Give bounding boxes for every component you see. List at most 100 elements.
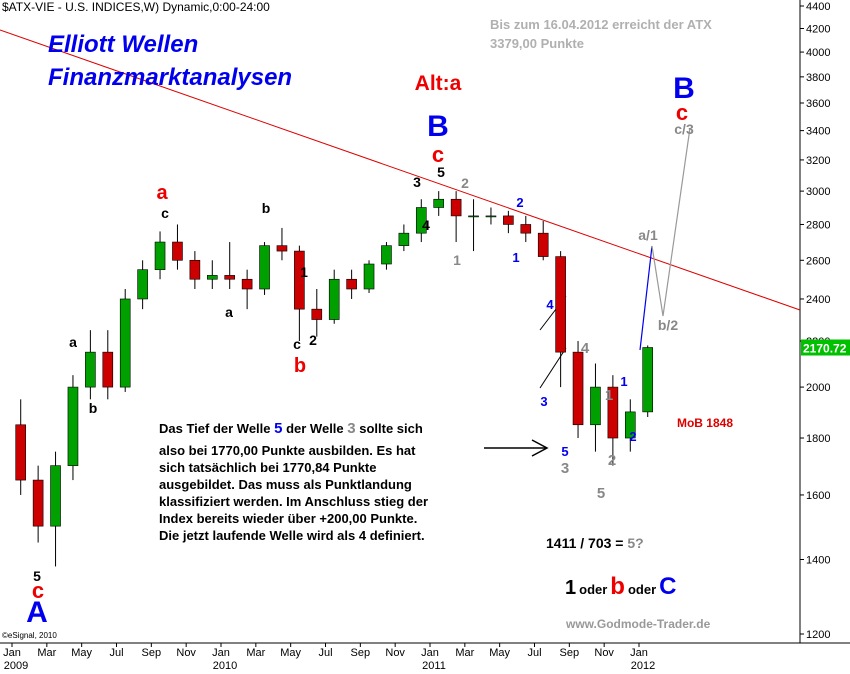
projection-line — [651, 127, 691, 317]
candle — [642, 345, 654, 418]
y-tick-label: 3400 — [806, 126, 830, 138]
annotation: 5 — [33, 568, 41, 584]
conclusion-segment: oder — [628, 582, 656, 597]
candle-body — [259, 245, 270, 290]
y-tick-label: 3000 — [806, 186, 830, 198]
candle-body — [572, 351, 584, 426]
annotation: b — [294, 355, 306, 377]
candle-body — [172, 241, 183, 261]
x-tick-label: May — [489, 647, 510, 659]
candle-body — [32, 479, 44, 527]
source: www.Godmode-Trader.de — [565, 617, 711, 631]
year-label: 2010 — [213, 660, 237, 672]
annotation: b/2 — [658, 317, 678, 333]
x-tick-label: Nov — [594, 647, 614, 659]
candle-body — [398, 232, 410, 246]
ratio-segment: 5? — [627, 535, 643, 551]
candle — [67, 375, 79, 481]
candle — [50, 451, 61, 567]
annotation: 2 — [309, 332, 317, 348]
candle — [520, 215, 532, 243]
candle-body — [415, 207, 427, 234]
annotation: A — [26, 596, 48, 629]
y-tick-label: 4000 — [806, 47, 830, 59]
channel-line — [539, 347, 567, 389]
chart-title: $ATX-VIE - U.S. INDICES,W) Dynamic,0:00-… — [2, 0, 270, 14]
candle-body — [154, 241, 166, 270]
x-tick-label: Nov — [176, 647, 196, 659]
candle — [607, 375, 619, 466]
annotation: 5 — [561, 444, 568, 459]
x-tick-label: Nov — [385, 647, 405, 659]
candle — [433, 191, 445, 216]
annotation: b — [89, 400, 98, 416]
conclusion: 1 oder b oder C — [565, 573, 676, 600]
x-tick-label: May — [280, 647, 301, 659]
y-tick-label: 3800 — [806, 72, 830, 84]
candle-body — [450, 198, 462, 217]
candle-body — [433, 198, 445, 208]
annotation: 5 — [437, 164, 445, 180]
candle — [485, 207, 497, 225]
annotation: 1 — [453, 252, 461, 268]
trend-line — [0, 29, 801, 311]
candle — [555, 251, 566, 388]
conclusion-segment: b — [610, 573, 625, 600]
candle-body — [537, 232, 549, 257]
candle-body — [607, 386, 619, 439]
annotation: c — [432, 142, 444, 167]
paragraph-segment: der Welle — [282, 421, 347, 436]
candle — [398, 224, 410, 252]
candle-body — [328, 278, 340, 320]
candle — [572, 341, 584, 439]
annotation: 3 — [561, 460, 569, 477]
arrow-head — [531, 439, 549, 457]
candle — [102, 330, 114, 400]
year-label: 2009 — [4, 660, 28, 672]
paragraph-line: Das Tief der Welle 5 der Welle 3 sollte … — [159, 420, 423, 437]
annotation: Elliott Wellen — [48, 31, 198, 58]
y-tick-label: 1400 — [806, 554, 830, 566]
candle — [381, 242, 392, 270]
candle — [15, 399, 27, 495]
annotation: 2 — [461, 175, 469, 191]
conclusion-segment: oder — [579, 582, 607, 597]
note: Bis zum 16.04.2012 erreicht der ATX — [490, 17, 712, 32]
year-label: 2012 — [631, 660, 655, 672]
candle-body — [294, 250, 305, 310]
y-tick-label: 3200 — [806, 155, 830, 167]
candle — [590, 363, 601, 452]
y-tick-label: 2400 — [806, 294, 830, 306]
x-tick-label: Jul — [527, 647, 541, 659]
candle — [32, 465, 44, 543]
candle-body — [468, 215, 479, 218]
annotation: 5 — [597, 485, 605, 502]
candle — [276, 227, 288, 261]
paragraph-line: also bei 1770,00 Punkte ausbilden. Es ha… — [159, 443, 416, 458]
annotation: 2 — [516, 195, 523, 210]
annotation: 1 — [605, 387, 613, 404]
candle-body — [15, 424, 27, 481]
candle — [346, 269, 357, 299]
candle — [119, 289, 131, 392]
x-tick-label: Jul — [318, 647, 332, 659]
candle-body — [381, 245, 392, 265]
paragraph-segment: 5 — [274, 420, 282, 437]
candle — [206, 260, 218, 290]
y-tick-label: 4200 — [806, 23, 830, 35]
paragraph-line: Die jetzt laufende Welle wird als 4 defi… — [159, 528, 425, 543]
copyright: ©eSignal, 2010 — [2, 631, 57, 640]
conclusion-segment: 1 — [565, 577, 576, 599]
ratio-segment: 1411 / 703 = — [546, 535, 627, 551]
candle-body — [85, 351, 96, 388]
y-tick-label: 2600 — [806, 255, 830, 267]
y-tick-label: 1200 — [806, 629, 830, 641]
candle-body — [224, 275, 236, 280]
annotation: a/1 — [638, 227, 658, 243]
candle — [189, 251, 201, 290]
paragraph-line: ausgebildet. Das muss als Punktlandung — [159, 477, 412, 492]
candle-body — [119, 298, 131, 388]
paragraph-segment: Das Tief der Welle — [159, 421, 274, 436]
conclusion-segment: C — [659, 573, 676, 600]
